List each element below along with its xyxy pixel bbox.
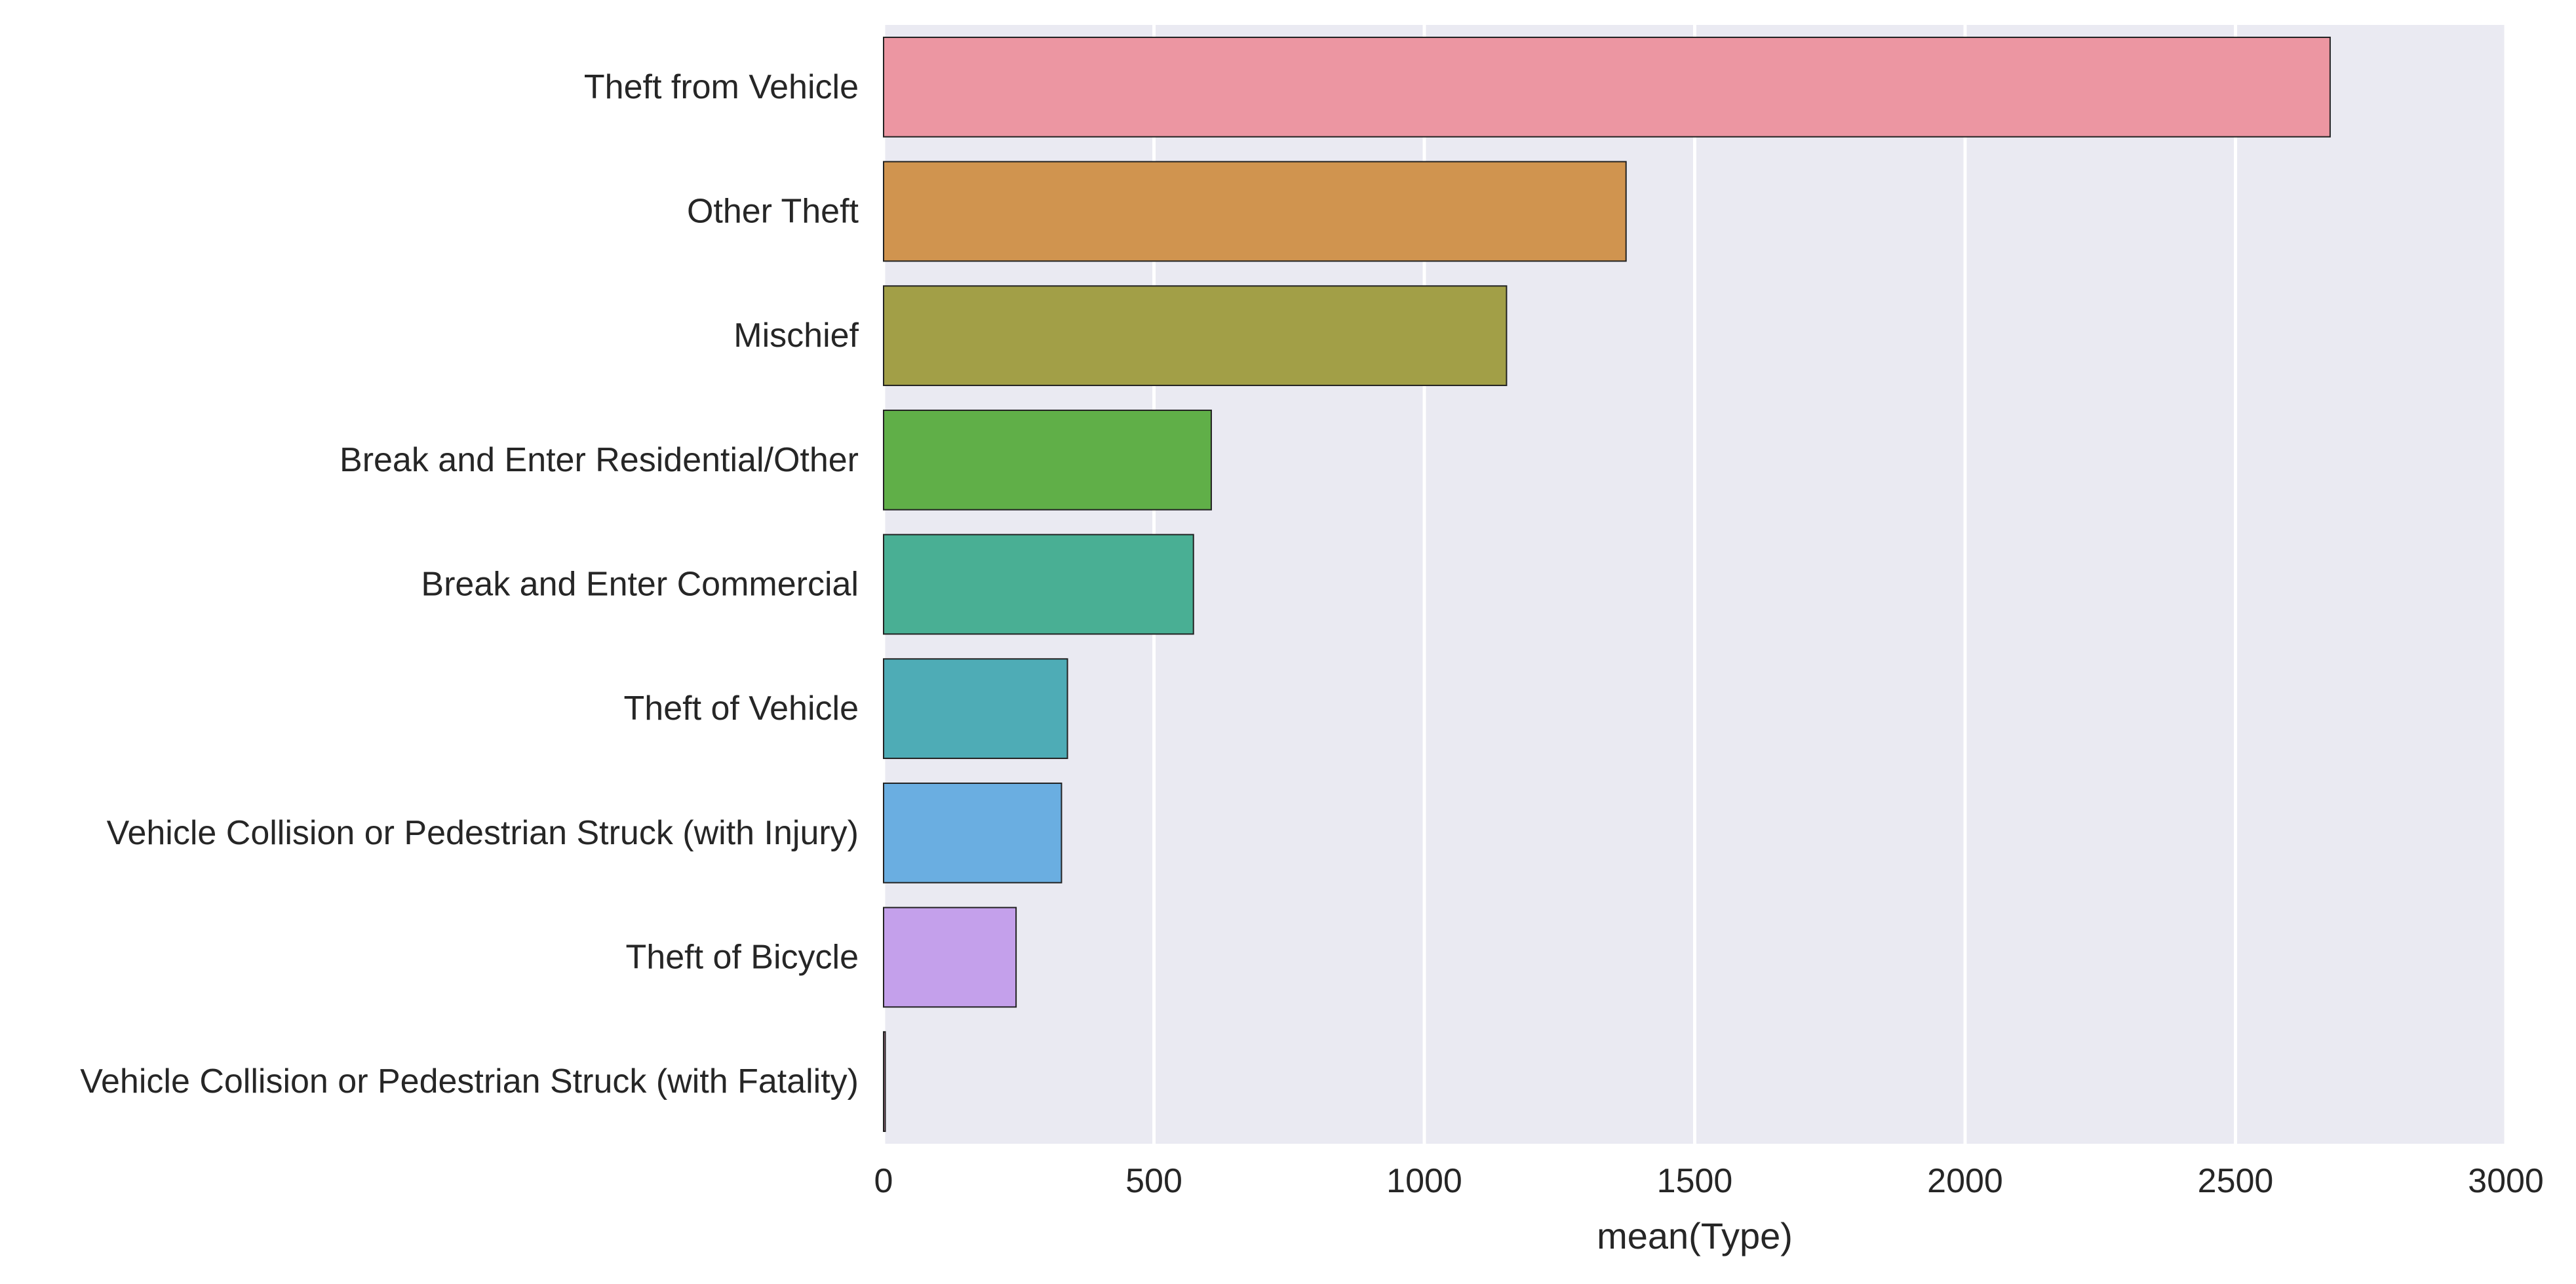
category-label: Theft of Vehicle — [624, 690, 859, 728]
bar — [883, 906, 1017, 1008]
x-tick-label: 3000 — [2468, 1162, 2544, 1200]
x-axis-label: mean(Type) — [1597, 1215, 1793, 1256]
category-label: Other Theft — [687, 193, 859, 231]
category-label: Mischief — [733, 317, 859, 355]
category-label: Break and Enter Residential/Other — [340, 441, 859, 479]
category-label: Vehicle Collision or Pedestrian Struck (… — [107, 814, 859, 852]
bar — [883, 409, 1212, 511]
category-label: Break and Enter Commercial — [421, 566, 859, 604]
x-tick-label: 2500 — [2198, 1162, 2274, 1200]
category-label: Vehicle Collision or Pedestrian Struck (… — [80, 1062, 859, 1100]
category-label: Theft of Bicycle — [626, 939, 859, 977]
bar — [883, 782, 1063, 884]
x-tick-label: 1500 — [1657, 1162, 1733, 1200]
category-labels: Theft from Vehicle Other Theft Mischief Bre… — [80, 68, 859, 1100]
bar — [883, 161, 1627, 262]
category-label: Theft from Vehicle — [584, 68, 859, 106]
bar — [883, 285, 1508, 387]
bars — [883, 36, 2331, 1133]
bar — [883, 534, 1194, 635]
x-tick-label: 1000 — [1386, 1162, 1462, 1200]
x-tick-label: 500 — [1125, 1162, 1182, 1200]
bar — [883, 36, 2331, 138]
x-tick-label: 2000 — [1927, 1162, 2003, 1200]
x-tick-labels: 0 500 1000 1500 2000 2500 3000 — [874, 1162, 2544, 1200]
bar — [883, 658, 1068, 760]
x-tick-label: 0 — [874, 1162, 893, 1200]
bar — [883, 1031, 886, 1133]
